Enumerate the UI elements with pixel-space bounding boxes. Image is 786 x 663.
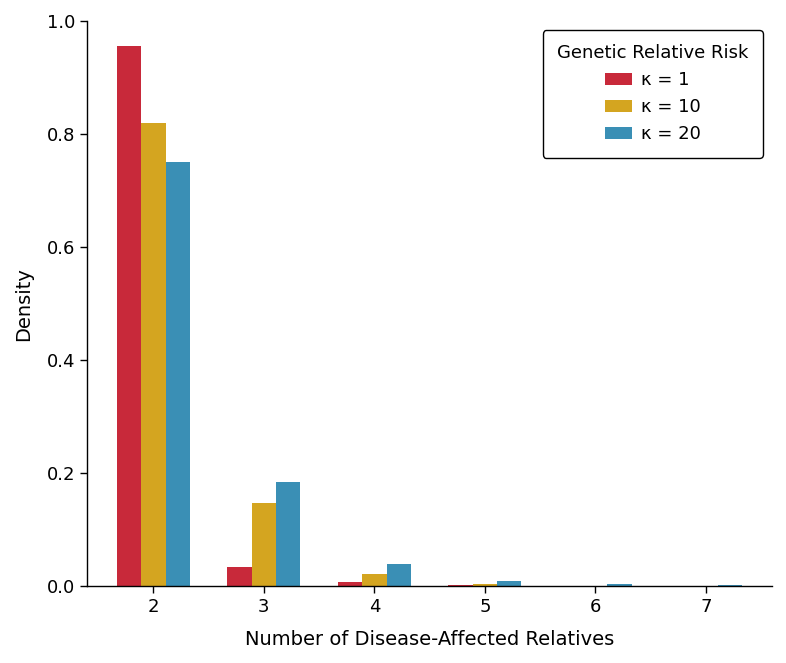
Bar (387, 564, 411, 586)
Bar (276, 482, 300, 586)
Bar (608, 584, 632, 586)
Bar (141, 123, 166, 586)
Bar (338, 583, 362, 586)
Bar (497, 581, 521, 586)
Bar (362, 574, 387, 586)
Bar (252, 503, 276, 586)
Y-axis label: Density: Density (14, 267, 33, 341)
Bar (472, 583, 497, 586)
Legend: κ = 1, κ = 10, κ = 20: κ = 1, κ = 10, κ = 20 (543, 30, 763, 158)
Bar (448, 585, 472, 586)
Bar (718, 585, 742, 586)
Bar (117, 46, 141, 586)
X-axis label: Number of Disease-Affected Relatives: Number of Disease-Affected Relatives (245, 630, 614, 649)
Bar (227, 567, 252, 586)
Bar (166, 162, 190, 586)
